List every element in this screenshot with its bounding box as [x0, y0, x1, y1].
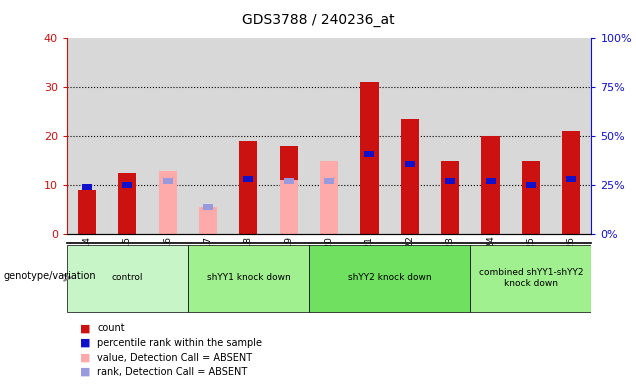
Text: ■: ■	[80, 323, 90, 333]
Text: ■: ■	[80, 338, 90, 348]
Text: count: count	[97, 323, 125, 333]
Bar	[405, 161, 415, 167]
Bar	[82, 184, 92, 190]
Bar	[566, 177, 576, 182]
Bar	[284, 179, 294, 184]
FancyBboxPatch shape	[67, 245, 188, 311]
Text: control: control	[111, 273, 143, 282]
Bar	[445, 179, 455, 184]
Bar	[280, 180, 298, 234]
Text: rank, Detection Call = ABSENT: rank, Detection Call = ABSENT	[97, 367, 247, 377]
Text: GDS3788 / 240236_at: GDS3788 / 240236_at	[242, 13, 394, 27]
Bar	[526, 182, 536, 188]
FancyBboxPatch shape	[188, 245, 309, 311]
Bar	[522, 161, 540, 234]
Bar	[364, 151, 375, 157]
Bar	[122, 182, 132, 188]
Bar	[562, 131, 581, 234]
Text: genotype/variation: genotype/variation	[3, 271, 96, 281]
Text: value, Detection Call = ABSENT: value, Detection Call = ABSENT	[97, 353, 252, 362]
Bar	[239, 141, 258, 234]
Bar	[78, 190, 96, 234]
Text: ■: ■	[80, 353, 90, 362]
Bar	[199, 207, 217, 234]
Text: combined shYY1-shYY2
knock down: combined shYY1-shYY2 knock down	[479, 268, 583, 288]
Text: shYY1 knock down: shYY1 knock down	[207, 273, 290, 282]
FancyBboxPatch shape	[471, 245, 591, 311]
Bar	[485, 179, 495, 184]
Bar	[361, 83, 378, 234]
Text: ■: ■	[80, 367, 90, 377]
Bar	[481, 136, 500, 234]
Bar	[320, 161, 338, 234]
Text: percentile rank within the sample: percentile rank within the sample	[97, 338, 262, 348]
Bar	[324, 179, 334, 184]
Bar	[244, 177, 253, 182]
Text: shYY2 knock down: shYY2 knock down	[348, 273, 431, 282]
Bar	[280, 146, 298, 234]
Bar	[163, 179, 173, 184]
Bar	[441, 161, 459, 234]
FancyBboxPatch shape	[309, 245, 471, 311]
Bar	[401, 119, 419, 234]
Bar	[284, 179, 294, 184]
Bar	[203, 204, 213, 210]
Bar	[158, 170, 177, 234]
Bar	[118, 173, 136, 234]
